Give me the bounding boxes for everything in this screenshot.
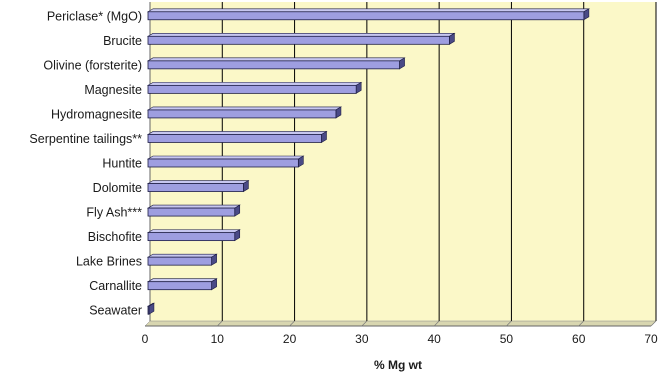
category-label: Hydromagnesite xyxy=(51,107,142,121)
bar-front-face xyxy=(147,232,236,242)
x-tick-label: 0 xyxy=(142,332,149,346)
bar-top-face xyxy=(146,57,406,62)
bar-top-face xyxy=(146,82,363,86)
bar-top-face xyxy=(146,180,250,184)
bar-top-face xyxy=(146,229,241,233)
bar-top-face xyxy=(146,8,590,13)
floor-gridline xyxy=(506,320,512,327)
category-label: Huntite xyxy=(102,157,142,171)
bar xyxy=(146,229,241,242)
bar-top-face xyxy=(146,106,343,111)
bar xyxy=(146,302,156,315)
category-label: Lake Brines xyxy=(76,255,142,269)
floor-gridline xyxy=(578,320,584,327)
bar-front-face xyxy=(147,60,400,70)
bar xyxy=(146,180,250,193)
bar xyxy=(146,253,218,266)
x-tick-label: 10 xyxy=(211,332,225,346)
bar-front-face xyxy=(147,134,322,143)
bar-front-face xyxy=(147,35,450,45)
bar-front-face xyxy=(147,183,244,192)
x-tick-label: 70 xyxy=(644,332,658,346)
bar xyxy=(146,204,241,217)
category-label: Serpentine tailings** xyxy=(29,132,142,146)
x-tick-label: 60 xyxy=(572,332,586,346)
bar-top-face xyxy=(146,131,328,135)
bar-front-face xyxy=(147,207,236,217)
bar xyxy=(146,32,456,45)
category-label: Seawater xyxy=(89,304,142,318)
floor-gridline xyxy=(433,320,440,327)
bar xyxy=(146,278,218,291)
category-label: Olivine (forsterite) xyxy=(43,58,142,72)
bar-top-face xyxy=(146,253,218,258)
x-tick-label: 50 xyxy=(500,332,514,346)
bar-front-face xyxy=(147,84,357,94)
bars xyxy=(146,8,590,315)
x-axis-ticks: 0 10 20 30 40 50 60 70 xyxy=(142,332,658,346)
bar xyxy=(146,8,590,21)
category-label: Brucite xyxy=(103,34,142,48)
category-label: Bischofite xyxy=(88,230,142,244)
bar-front-face xyxy=(147,281,213,291)
bar-top-face xyxy=(146,155,305,160)
floor-gridline xyxy=(289,320,295,327)
bar xyxy=(146,130,328,143)
bar xyxy=(146,81,363,94)
category-label: Periclase* (MgO) xyxy=(47,9,142,23)
bar-front-face xyxy=(147,158,299,168)
category-label: Magnesite xyxy=(84,83,142,97)
bar-front-face xyxy=(147,109,337,119)
category-label: Dolomite xyxy=(93,181,142,195)
x-tick-label: 40 xyxy=(427,332,441,346)
x-axis-title: % Mg wt xyxy=(374,358,422,372)
bar-top-face xyxy=(146,204,241,209)
category-labels: Periclase* (MgO) Brucite Olivine (forsteri… xyxy=(29,9,142,317)
bar xyxy=(146,155,305,168)
bar-front-face xyxy=(147,11,585,21)
floor-gridline xyxy=(650,320,657,327)
category-label: Carnallite xyxy=(89,279,142,293)
floor-gridline xyxy=(217,320,223,327)
bar xyxy=(146,57,406,70)
bar xyxy=(146,106,343,119)
bar-front-face xyxy=(147,256,213,266)
bar-top-face xyxy=(146,33,456,37)
x-tick-label: 20 xyxy=(283,332,297,346)
x-tick-label: 30 xyxy=(355,332,369,346)
bar-top-face xyxy=(146,278,218,282)
bar-front-face xyxy=(147,305,150,315)
category-label: Fly Ash*** xyxy=(86,206,142,220)
floor-gridline xyxy=(361,320,368,327)
